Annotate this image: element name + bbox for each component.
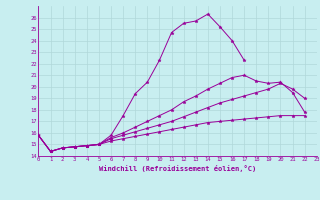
X-axis label: Windchill (Refroidissement éolien,°C): Windchill (Refroidissement éolien,°C) bbox=[99, 165, 256, 172]
